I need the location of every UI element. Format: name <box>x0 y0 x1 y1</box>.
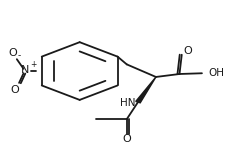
Text: +: + <box>30 60 36 69</box>
Text: -: - <box>18 51 21 60</box>
Polygon shape <box>135 77 155 103</box>
Text: HN: HN <box>120 98 135 108</box>
Text: O: O <box>8 48 17 58</box>
Text: O: O <box>122 134 131 144</box>
Text: N: N <box>21 65 30 75</box>
Text: OH: OH <box>208 67 224 78</box>
Text: O: O <box>182 46 191 56</box>
Text: O: O <box>10 85 19 95</box>
